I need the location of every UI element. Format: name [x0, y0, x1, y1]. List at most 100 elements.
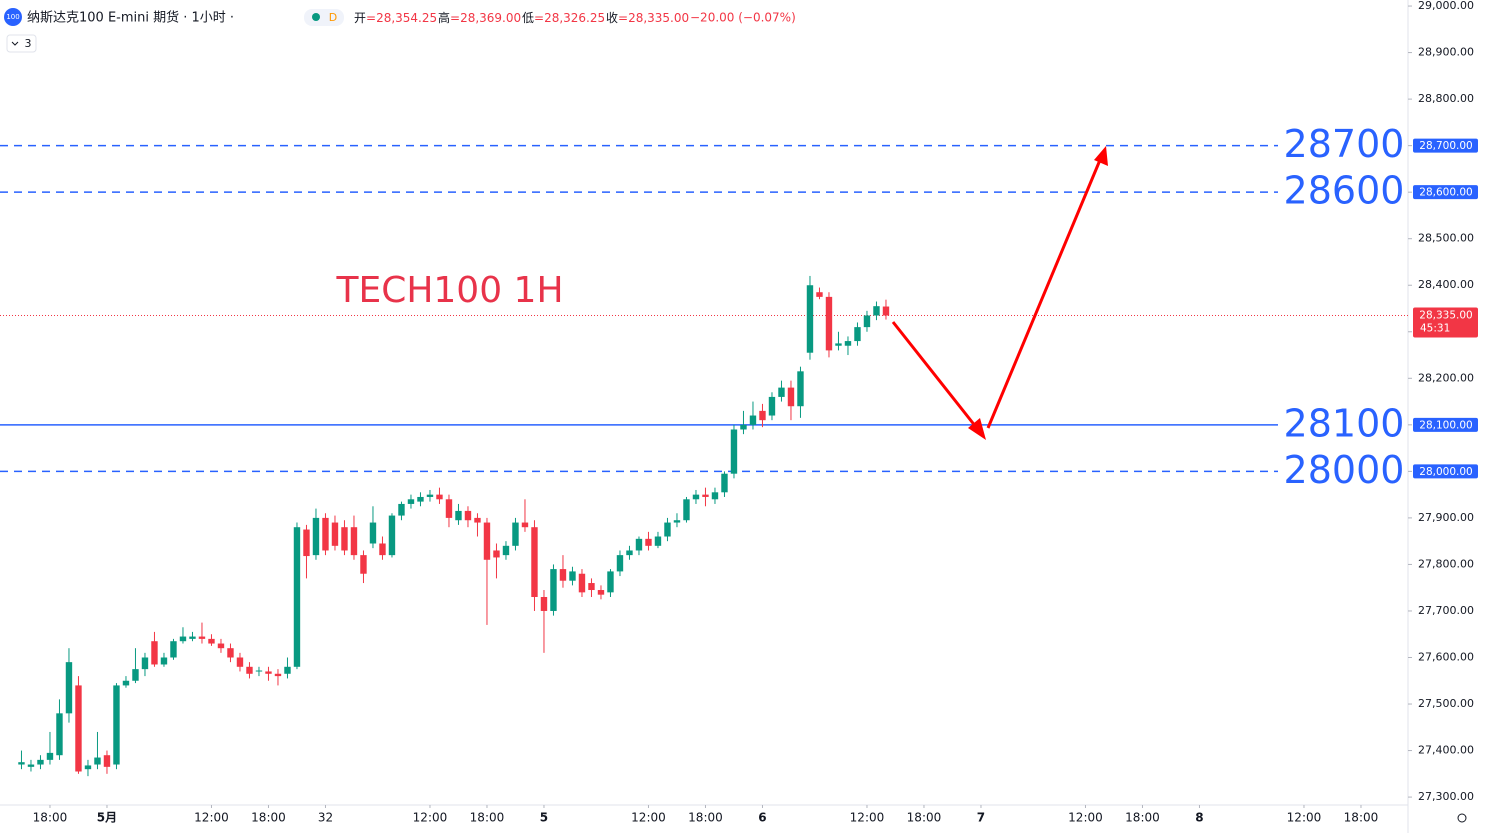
candle-body — [854, 327, 861, 342]
candle-body — [673, 520, 681, 523]
y-tick-label: 28,400.00 — [1418, 278, 1474, 291]
y-tick-label: 29,000.00 — [1418, 0, 1474, 12]
candle-body — [75, 685, 82, 772]
candle-body — [626, 550, 633, 556]
countdown: 45:31 — [1420, 322, 1450, 334]
candle-body — [322, 517, 329, 551]
candle-body — [825, 296, 833, 351]
candle-body — [597, 590, 605, 595]
candle-body — [588, 583, 595, 591]
candle-body — [540, 597, 548, 611]
candle-body — [122, 680, 130, 686]
x-tick-label: 32 — [318, 811, 333, 825]
candle-body — [407, 499, 415, 504]
y-tick-label: 28,900.00 — [1418, 46, 1474, 59]
indicator-toggle[interactable] — [6, 34, 37, 53]
candle-body — [664, 522, 671, 537]
candle-body — [103, 755, 111, 767]
arrow-up — [986, 159, 1102, 429]
ohlc-value: =28,369.00 — [450, 11, 521, 25]
x-tick-label: 7 — [977, 811, 985, 825]
level-label: 28700 — [1284, 122, 1405, 166]
last-price-label: 28,335.00 — [1419, 309, 1472, 321]
y-tick-label: 27,900.00 — [1418, 511, 1474, 524]
x-tick-label: 5 — [540, 811, 548, 825]
chart-title: TECH100 1H — [335, 270, 563, 311]
candle-body — [759, 410, 766, 421]
arrow-down — [891, 321, 978, 428]
candle-body — [531, 527, 538, 598]
level-badge-label: 28,700.00 — [1419, 140, 1472, 152]
candle-body — [550, 569, 557, 611]
x-tick-label: 5月 — [97, 811, 117, 825]
level-badge-label: 28,000.00 — [1419, 466, 1472, 478]
x-tick-label: 12:00 — [413, 811, 448, 825]
candle-body — [160, 657, 168, 665]
x-tick-label: 18:00 — [688, 811, 723, 825]
candle-body — [445, 499, 453, 518]
y-tick-label: 27,700.00 — [1418, 604, 1474, 617]
ohlc-value: =28,335.00 — [618, 11, 689, 25]
indicator-count: 3 — [25, 37, 32, 50]
x-tick-label: 6 — [758, 811, 766, 825]
candle-body — [502, 545, 510, 556]
candle-body — [293, 527, 301, 667]
candle-body — [654, 536, 662, 546]
candle-body — [37, 759, 44, 765]
candle-body — [559, 569, 567, 581]
candle-body — [882, 306, 890, 316]
candle-body — [179, 636, 187, 642]
candle-body — [645, 538, 652, 546]
candle-body — [702, 494, 709, 497]
candle-body — [768, 396, 776, 416]
x-tick-label: 18:00 — [907, 811, 942, 825]
candle-body — [141, 657, 149, 670]
ohlc-key: 低 — [522, 11, 534, 25]
level-badge-label: 28,100.00 — [1419, 419, 1472, 431]
level-badge — [1413, 417, 1478, 432]
x-tick-label: 18:00 — [470, 811, 505, 825]
x-tick-label: 18:00 — [1344, 811, 1379, 825]
candle-body — [749, 415, 757, 425]
candle-body — [816, 292, 823, 297]
candle-body — [217, 643, 225, 649]
level-badge — [1413, 464, 1478, 479]
arrow-head — [1094, 146, 1108, 166]
candle-body — [512, 522, 519, 546]
x-tick-label: 18:00 — [1125, 811, 1160, 825]
status-pill — [304, 9, 344, 26]
candle-body — [360, 555, 367, 574]
candle-body — [417, 496, 424, 502]
candle-body — [464, 510, 472, 521]
candle-body — [863, 315, 871, 328]
y-tick-label: 27,300.00 — [1418, 790, 1474, 803]
candle-body — [635, 538, 643, 551]
settings-icon[interactable] — [1457, 813, 1467, 823]
ohlc-value: =28,326.25 — [534, 11, 605, 25]
arrow-head — [968, 418, 986, 440]
status-dot — [312, 13, 320, 21]
candle-body — [208, 638, 215, 644]
candle-body — [369, 522, 377, 544]
logo-text: 100 — [6, 13, 19, 21]
candle-body — [27, 764, 35, 767]
y-tick-label: 27,400.00 — [1418, 744, 1474, 757]
x-tick-label: 12:00 — [1068, 811, 1103, 825]
chevron — [11, 41, 19, 46]
y-tick-label: 27,500.00 — [1418, 697, 1474, 710]
candle-body — [797, 371, 804, 407]
candle-body — [132, 669, 139, 681]
candle-body — [711, 492, 719, 500]
candle-body — [246, 666, 253, 674]
candle-body — [521, 522, 529, 528]
symbol: 纳斯达克100 E-mini 期货 · 1小时 · — [27, 10, 234, 26]
candle-body — [84, 765, 92, 770]
ohlc-value: =28,354.25 — [366, 11, 437, 25]
candle-body — [312, 517, 320, 556]
x-tick-label: 18:00 — [33, 811, 68, 825]
candle-body — [455, 510, 462, 521]
candle-body — [683, 499, 690, 521]
candle-body — [426, 494, 434, 497]
candle-body — [388, 515, 396, 556]
candle-body — [189, 636, 196, 639]
